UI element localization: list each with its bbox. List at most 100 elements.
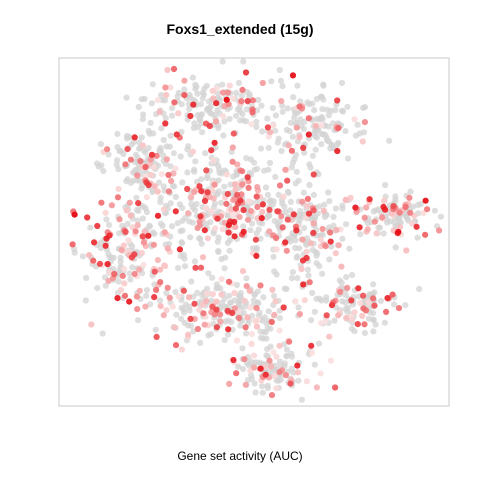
scatter-point-112 — [190, 96, 197, 104]
scatter-point-128 — [344, 103, 351, 110]
scatter-point-92 — [201, 85, 208, 92]
scatter-point-1240 — [303, 248, 310, 255]
scatter-point-561 — [126, 270, 133, 277]
scatter-point-1201 — [208, 208, 215, 215]
scatter-point-210 — [332, 107, 339, 114]
scatter-point-113 — [254, 107, 261, 114]
scatter-point-197 — [307, 164, 314, 171]
scatter-point-710 — [339, 235, 346, 242]
scatter-point-233 — [294, 119, 301, 126]
scatter-point-1585 — [192, 264, 199, 271]
scatter-point-544 — [247, 156, 254, 163]
scatter-point-1246 — [138, 249, 145, 256]
scatter-point-732 — [287, 207, 294, 214]
scatter-point-1371 — [232, 223, 239, 231]
scatter-point-1670 — [352, 204, 359, 211]
scatter-point-227 — [324, 106, 331, 113]
scatter-point-843 — [250, 297, 257, 304]
scatter-point-1661 — [289, 72, 297, 79]
scatter-point-1252 — [189, 148, 196, 155]
scatter-point-1180 — [351, 116, 358, 123]
scatter-point-47 — [158, 92, 165, 99]
scatter-point-267 — [179, 179, 186, 186]
scatter-point-552 — [129, 264, 136, 271]
scatter-point-1650 — [305, 131, 312, 138]
scatter-point-1409 — [282, 166, 289, 173]
scatter-point-1357 — [364, 226, 371, 233]
scatter-point-1633 — [225, 326, 232, 333]
scatter-point-1566 — [266, 206, 273, 213]
scatter-point-1187 — [151, 164, 158, 171]
scatter-point-1233 — [280, 193, 287, 200]
scatter-point-24 — [149, 81, 156, 88]
scatter-point-1114 — [283, 346, 290, 353]
scatter-point-1456 — [134, 306, 141, 313]
scatter-point-1486 — [235, 314, 243, 322]
scatter-point-1212 — [196, 306, 203, 313]
scatter-point-1541 — [69, 241, 76, 248]
scatter-point-945 — [357, 231, 364, 238]
scatter-point-908 — [382, 181, 389, 189]
scatter-point-1408 — [293, 124, 300, 131]
scatter-point-1338 — [313, 384, 320, 391]
scatter-point-1333 — [268, 363, 275, 370]
scatter-point-1169 — [247, 304, 254, 311]
scatter-point-814 — [178, 315, 185, 322]
scatter-point-1397 — [201, 321, 208, 328]
scatter-point-1390 — [213, 118, 220, 125]
scatter-point-1635 — [201, 227, 208, 234]
scatter-point-1628 — [355, 285, 362, 292]
scatter-point-5 — [219, 81, 226, 88]
scatter-point-1164 — [229, 95, 236, 102]
scatter-point-1609 — [94, 222, 101, 230]
scatter-point-1103 — [239, 345, 246, 352]
scatter-point-1640 — [230, 356, 237, 364]
scatter-point-584 — [103, 216, 110, 223]
scatter-point-1440 — [211, 181, 218, 188]
scatter-point-1245 — [117, 286, 124, 294]
scatter-point-431 — [179, 217, 186, 224]
scatter-point-203 — [317, 115, 324, 122]
scatter-point-1368 — [164, 245, 171, 252]
scatter-point-1619 — [84, 214, 91, 221]
scatter-point-102 — [190, 124, 197, 132]
scatter-point-1505 — [127, 156, 134, 163]
scatter-point-524 — [237, 117, 244, 124]
scatter-point-1285 — [123, 207, 130, 214]
scatter-point-381 — [191, 258, 198, 265]
scatter-point-1649 — [334, 148, 341, 155]
scatter-point-1612 — [242, 69, 250, 76]
scatter-point-506 — [254, 198, 261, 205]
scatter-point-1569 — [124, 146, 131, 153]
scatter-point-402 — [249, 220, 256, 227]
scatter-point-967 — [375, 224, 382, 231]
scatter-point-1283 — [161, 262, 168, 269]
scatter-point-691 — [309, 246, 316, 253]
scatter-point-1404 — [226, 380, 233, 387]
scatter-point-897 — [243, 275, 250, 282]
scatter-point-1415 — [231, 305, 238, 312]
scatter-point-874 — [181, 263, 189, 270]
scatter-point-1286 — [298, 266, 305, 273]
scatter-point-1320 — [210, 95, 217, 102]
scatter-point-1582 — [213, 306, 220, 313]
scatter-point-941 — [392, 196, 399, 204]
scatter-point-535 — [247, 227, 254, 234]
scatter-point-1391 — [118, 247, 125, 254]
scatter-point-1353 — [312, 122, 319, 129]
scatter-point-1497 — [200, 310, 207, 317]
scatter-point-876 — [172, 288, 179, 295]
scatter-point-1503 — [327, 229, 334, 236]
scatter-point-720 — [301, 224, 308, 232]
scatter-point-1455 — [361, 119, 368, 126]
scatter-point-866 — [235, 292, 243, 299]
scatter-point-1024 — [402, 302, 409, 309]
scatter-point-1426 — [319, 225, 326, 233]
scatter-point-1202 — [210, 157, 217, 164]
scatter-point-879 — [156, 297, 164, 304]
scatter-point-1607 — [201, 197, 209, 205]
scatter-point-1627 — [102, 242, 109, 249]
scatter-point-884 — [178, 304, 185, 311]
scatter-point-1534 — [335, 124, 342, 132]
scatter-point-1315 — [141, 228, 148, 235]
